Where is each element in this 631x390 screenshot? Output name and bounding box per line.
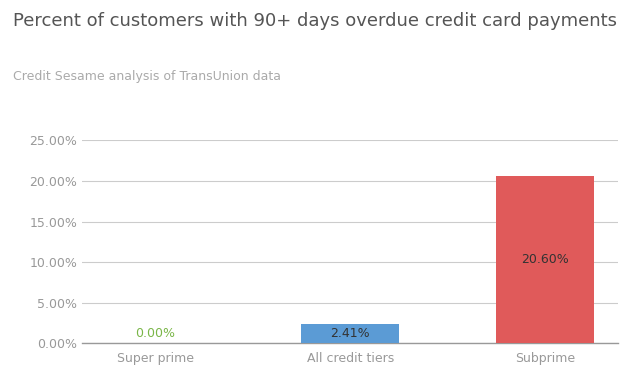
Text: 20.60%: 20.60% <box>521 253 569 266</box>
Text: 0.00%: 0.00% <box>135 327 175 340</box>
Text: 2.41%: 2.41% <box>331 327 370 340</box>
Text: Credit Sesame analysis of TransUnion data: Credit Sesame analysis of TransUnion dat… <box>13 70 281 83</box>
Text: Percent of customers with 90+ days overdue credit card payments: Percent of customers with 90+ days overd… <box>13 12 616 30</box>
Bar <box>497 176 594 343</box>
Bar <box>302 324 399 343</box>
